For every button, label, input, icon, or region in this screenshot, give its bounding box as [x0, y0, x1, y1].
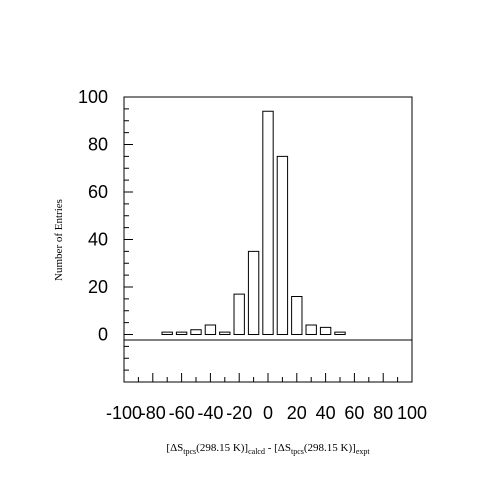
bar — [204, 324, 217, 335]
x-tick-label: 80 — [373, 403, 393, 423]
y-tick-label: 60 — [88, 182, 108, 202]
x-tick-label: -40 — [197, 403, 223, 423]
bar — [219, 331, 231, 335]
y-tick-label: 0 — [98, 325, 108, 345]
bar — [175, 331, 188, 335]
y-axis-label: Number of Entries — [53, 199, 65, 281]
bar — [305, 324, 317, 335]
x-tick-labels: -100-80 -60 -40 -20 0 20 40 60 80 100 — [106, 403, 427, 423]
x-axis-label: [ΔStpcs(298.15 K)]calcd - [ΔStpcs(298.15… — [166, 442, 370, 456]
y-tick-label: 40 — [88, 230, 108, 250]
x-tick-label: -100 — [106, 403, 142, 423]
bar — [291, 296, 303, 335]
bars-group — [161, 110, 346, 335]
x-tick-label: 100 — [397, 403, 427, 423]
x-tick-label: 20 — [287, 403, 307, 423]
bar — [233, 293, 245, 335]
x-tick-label: 60 — [344, 403, 364, 423]
x-tick-label: -20 — [226, 403, 252, 423]
x-tick-label: -80 — [140, 403, 166, 423]
y-tick-label: 100 — [78, 87, 108, 107]
bar — [319, 326, 332, 335]
bar — [190, 329, 202, 335]
y-axis-ticks — [124, 96, 133, 383]
x-tick-label: 40 — [316, 403, 336, 423]
bar — [161, 331, 173, 335]
bar — [262, 110, 274, 335]
x-axis-ticks — [123, 373, 413, 382]
y-tick-label: 20 — [88, 277, 108, 297]
y-tick-label: 80 — [88, 135, 108, 155]
x-tick-label: -60 — [169, 403, 195, 423]
bar — [276, 155, 289, 335]
x-tick-label: 0 — [263, 403, 273, 423]
y-tick-labels: 100 80 60 40 20 0 — [78, 87, 108, 345]
bar — [334, 331, 346, 335]
bar — [247, 250, 260, 335]
